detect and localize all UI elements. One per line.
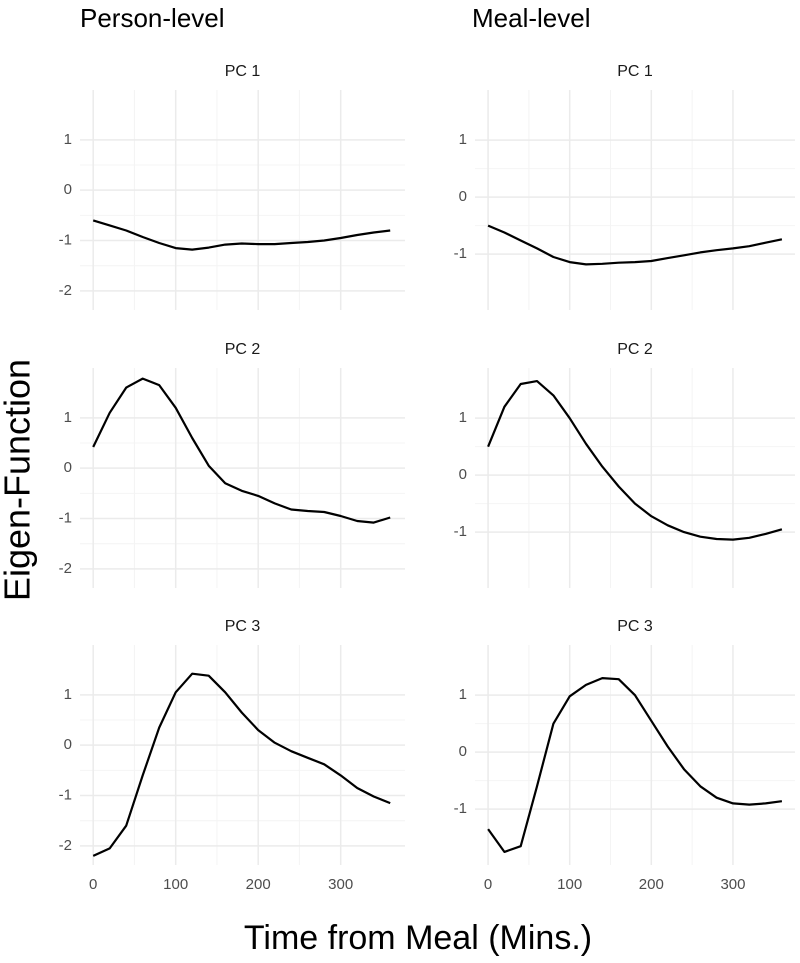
y-tick-label: -2 bbox=[59, 837, 72, 854]
y-tick-label: 1 bbox=[64, 131, 72, 148]
panel-title: PC 1 bbox=[617, 63, 653, 80]
panel-title: PC 2 bbox=[225, 341, 261, 358]
y-axis-label: Eigen-Function bbox=[0, 359, 38, 601]
x-tick-label: 100 bbox=[557, 876, 582, 893]
curve bbox=[487, 677, 783, 853]
panel-title: PC 2 bbox=[617, 341, 653, 358]
y-tick-label: -1 bbox=[59, 231, 72, 248]
panel-title: PC 3 bbox=[617, 618, 653, 635]
y-tick-label: 0 bbox=[64, 181, 72, 198]
x-tick-label: 200 bbox=[246, 876, 271, 893]
y-tick-label: 1 bbox=[64, 409, 72, 426]
column-title: Meal-level bbox=[472, 3, 591, 33]
y-tick-label: -1 bbox=[454, 523, 467, 540]
x-tick-label: 0 bbox=[89, 876, 97, 893]
y-tick-label: 1 bbox=[459, 131, 467, 148]
y-tick-label: 0 bbox=[459, 188, 467, 205]
curve bbox=[92, 219, 391, 251]
y-tick-label: -2 bbox=[59, 282, 72, 299]
y-tick-label: 0 bbox=[64, 459, 72, 476]
y-tick-label: 0 bbox=[64, 736, 72, 753]
y-tick-label: -1 bbox=[59, 786, 72, 803]
x-tick-label: 200 bbox=[639, 876, 664, 893]
x-tick-label: 100 bbox=[163, 876, 188, 893]
curve bbox=[487, 380, 783, 541]
x-tick-label: 0 bbox=[484, 876, 492, 893]
curve bbox=[487, 224, 783, 266]
x-tick-label: 300 bbox=[720, 876, 745, 893]
y-tick-label: 0 bbox=[459, 743, 467, 760]
y-tick-label: -1 bbox=[454, 245, 467, 262]
panel-title: PC 3 bbox=[225, 618, 261, 635]
y-tick-label: -1 bbox=[59, 509, 72, 526]
y-tick-label: 1 bbox=[64, 686, 72, 703]
x-tick-label: 300 bbox=[328, 876, 353, 893]
y-tick-label: 1 bbox=[459, 686, 467, 703]
y-tick-label: -1 bbox=[454, 800, 467, 817]
panel-title: PC 1 bbox=[225, 63, 261, 80]
x-axis-label: Time from Meal (Mins.) bbox=[244, 919, 592, 957]
y-tick-label: -2 bbox=[59, 560, 72, 577]
y-tick-label: 1 bbox=[459, 409, 467, 426]
y-tick-label: 0 bbox=[459, 466, 467, 483]
curve bbox=[92, 672, 391, 857]
curve bbox=[92, 377, 391, 524]
column-title: Person-level bbox=[80, 3, 225, 33]
